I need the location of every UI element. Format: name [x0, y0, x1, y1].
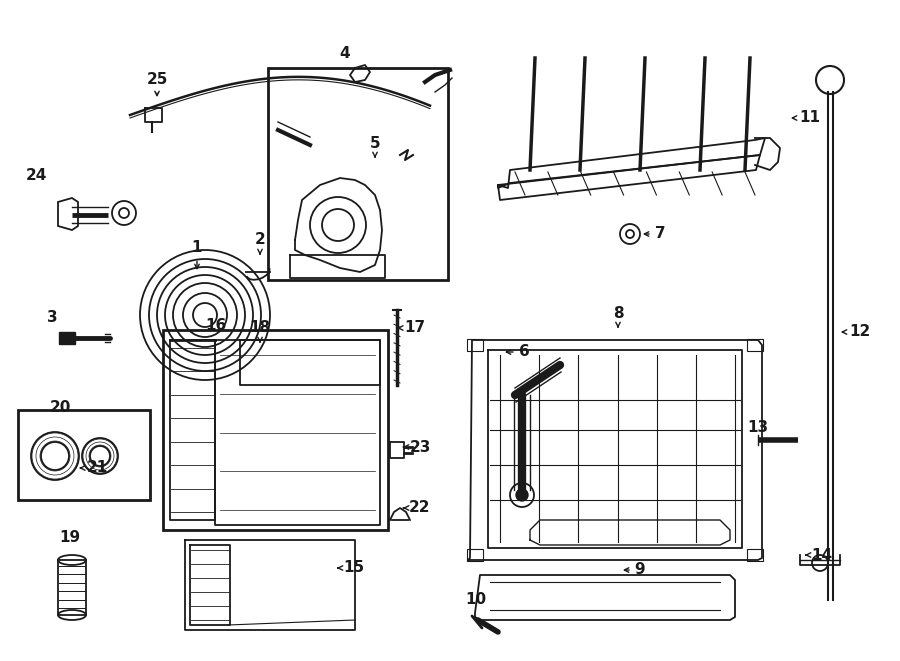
Text: 1: 1 — [192, 241, 202, 268]
Text: 15: 15 — [338, 561, 364, 576]
Text: 5: 5 — [370, 136, 381, 157]
Text: 19: 19 — [59, 531, 81, 545]
Text: 22: 22 — [403, 500, 431, 516]
Text: 25: 25 — [147, 73, 167, 96]
Text: 21: 21 — [80, 461, 108, 475]
Text: 11: 11 — [792, 110, 821, 126]
Text: 9: 9 — [625, 563, 645, 578]
Circle shape — [516, 489, 528, 501]
Bar — [747, 549, 763, 561]
Text: 23: 23 — [403, 440, 431, 455]
Text: 13: 13 — [747, 420, 769, 436]
Text: 12: 12 — [842, 325, 870, 340]
Text: 20: 20 — [50, 401, 71, 416]
Text: 24: 24 — [25, 167, 47, 182]
Bar — [268, 68, 448, 280]
Bar — [467, 339, 483, 351]
Text: 10: 10 — [465, 592, 487, 607]
Bar — [18, 410, 150, 500]
Text: 7: 7 — [644, 227, 665, 241]
Text: 18: 18 — [249, 321, 271, 342]
Text: 4: 4 — [339, 46, 350, 61]
Text: 2: 2 — [255, 233, 266, 254]
Text: 16: 16 — [205, 317, 227, 332]
Text: 3: 3 — [47, 311, 58, 325]
Text: 6: 6 — [507, 344, 529, 360]
Bar — [59, 332, 75, 344]
Text: 8: 8 — [613, 305, 624, 327]
Text: 14: 14 — [806, 547, 832, 563]
Bar — [163, 330, 388, 530]
Text: 17: 17 — [399, 321, 426, 336]
Bar — [467, 549, 483, 561]
Bar — [747, 339, 763, 351]
